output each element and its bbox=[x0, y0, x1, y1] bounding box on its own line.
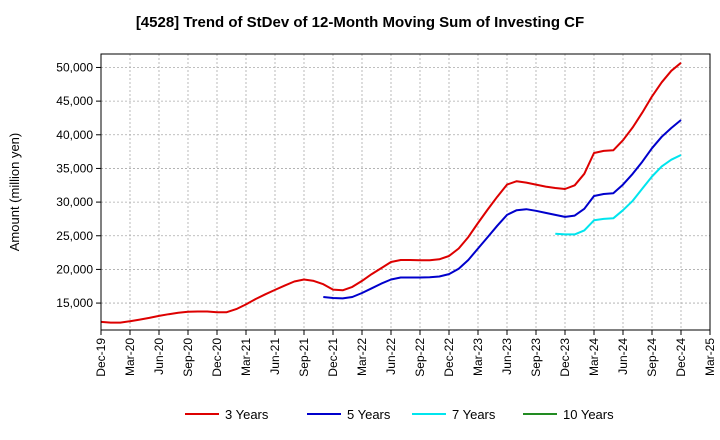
series-layer bbox=[100, 62, 682, 324]
x-tick-label: Jun-24 bbox=[616, 338, 630, 375]
plot-frame bbox=[100, 53, 711, 331]
x-tick-label: Jun-21 bbox=[268, 338, 282, 375]
y-tick-label: 35,000 bbox=[56, 161, 93, 175]
series-line-7-years bbox=[555, 154, 682, 236]
x-tick-label: Mar-23 bbox=[471, 338, 485, 376]
y-tick-label: 15,000 bbox=[56, 296, 93, 310]
x-tick-label: Jun-22 bbox=[384, 338, 398, 375]
legend-label: 5 Years bbox=[347, 407, 391, 422]
y-axis: 15,000 20,000 25,000 30,000 35,000 40,000 45,0… bbox=[56, 60, 101, 310]
x-tick-label: Mar-20 bbox=[123, 338, 137, 376]
x-tick-label: Dec-21 bbox=[326, 338, 340, 377]
y-tick-label: 20,000 bbox=[56, 262, 93, 276]
x-tick-label: Mar-24 bbox=[587, 338, 601, 376]
grid bbox=[100, 54, 711, 330]
x-tick-label: Dec-22 bbox=[442, 338, 456, 377]
x-tick-label: Sep-22 bbox=[413, 338, 427, 377]
legend-label: 10 Years bbox=[563, 407, 614, 422]
legend-label: 3 Years bbox=[225, 407, 269, 422]
x-tick-label: Mar-21 bbox=[239, 338, 253, 376]
x-tick-label: Mar-25 bbox=[703, 338, 717, 376]
x-tick-label: Sep-24 bbox=[645, 338, 659, 377]
x-tick-label: Sep-21 bbox=[297, 338, 311, 377]
x-tick-label: Sep-23 bbox=[529, 338, 543, 377]
x-tick-label: Dec-20 bbox=[210, 338, 224, 377]
y-tick-label: 50,000 bbox=[56, 60, 93, 74]
y-tick-label: 30,000 bbox=[56, 195, 93, 209]
y-tick-label: 45,000 bbox=[56, 94, 93, 108]
y-tick-label: 25,000 bbox=[56, 229, 93, 243]
series-line-3-years bbox=[100, 62, 682, 324]
chart-title: [4528] Trend of StDev of 12-Month Moving… bbox=[136, 14, 584, 31]
x-tick-label: Sep-20 bbox=[181, 338, 195, 377]
legend: 3 Years 5 Years 7 Years 10 Years bbox=[185, 407, 614, 422]
y-tick-label: 40,000 bbox=[56, 128, 93, 142]
x-axis: Dec-19 Mar-20 Jun-20 Sep-20 Dec-20 Mar-21 Jun-… bbox=[94, 330, 717, 377]
x-tick-label: Jun-23 bbox=[500, 338, 514, 375]
series-line-5-years bbox=[323, 119, 682, 300]
x-tick-label: Mar-22 bbox=[355, 338, 369, 376]
x-tick-label: Jun-20 bbox=[152, 338, 166, 375]
legend-label: 7 Years bbox=[452, 407, 496, 422]
y-axis-label: Amount (million yen) bbox=[7, 133, 22, 252]
x-tick-label: Dec-23 bbox=[558, 338, 572, 377]
x-tick-label: Dec-19 bbox=[94, 338, 108, 377]
x-tick-label: Dec-24 bbox=[674, 338, 688, 377]
